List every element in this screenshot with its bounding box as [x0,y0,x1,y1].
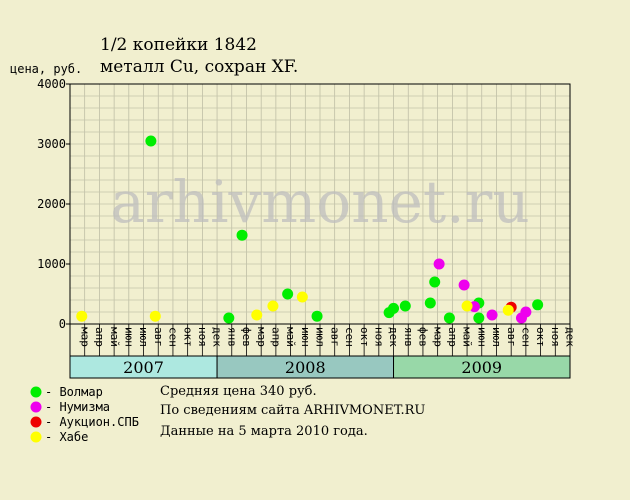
data-point [76,310,88,322]
legend-marker [30,386,42,398]
year-label: 2007 [123,358,164,377]
data-point [311,310,323,322]
legend-marker [30,416,42,428]
data-point [520,306,532,318]
data-point [251,309,263,321]
data-point [296,291,308,303]
data-point [145,135,157,147]
y-tick-label: 4000 [37,77,66,91]
legend-label: - Хабе [45,430,88,444]
data-point [473,312,485,324]
data-point [433,258,445,270]
year-bands: 2007 2008 2009 [69,355,571,379]
data-point [236,229,248,241]
y-tick-label: 1000 [37,257,66,271]
data-point [532,299,544,311]
data-point [388,302,400,314]
data-point [424,297,436,309]
month-labels: мар апр май июн июл авг сен окт ноя дек янв фев мар а… [69,323,577,357]
y-tick-labels: 0 1000 2000 3000 4000 [37,77,66,331]
data-point [502,304,514,316]
data-point [486,309,498,321]
data-date-text: Данные на 5 марта 2010 года. [160,424,368,439]
legend-label: - Нумизма [45,400,110,414]
year-band [393,355,571,379]
legend-label: - Аукцион.СПБ [45,415,139,429]
legend-label: - Волмар [45,385,103,399]
data-point [461,300,473,312]
data-point [399,300,411,312]
data-point [282,288,294,300]
chart-title-line1: 1/2 копейки 1842 [100,35,257,55]
data-point [267,300,279,312]
average-price-text: Средняя цена 340 руб. [160,384,317,399]
legend: - Волмар- Нумизма- Аукцион.СПБ- Хабе [30,385,139,444]
horizontal-grid [66,83,570,325]
data-point [458,279,470,291]
data-point [149,310,161,322]
legend-marker [30,431,42,443]
chart-title-line2: металл Cu, сохран XF. [100,57,298,77]
y-tick-label: 3000 [37,137,66,151]
y-tick-label: 0 [59,317,66,331]
y-tick-label: 2000 [37,197,66,211]
data-points [76,135,544,324]
year-label: 2008 [285,358,326,377]
source-text: По сведениям сайта ARHIVMONET.RU [160,403,425,418]
year-label: 2009 [461,358,502,377]
y-axis-label: цена, руб. [10,62,82,76]
month-label: дек [564,327,577,347]
legend-marker [30,401,42,413]
data-point [429,276,441,288]
data-point [443,312,455,324]
data-point [223,312,235,324]
watermark: arhivmonet.ru [110,168,529,236]
